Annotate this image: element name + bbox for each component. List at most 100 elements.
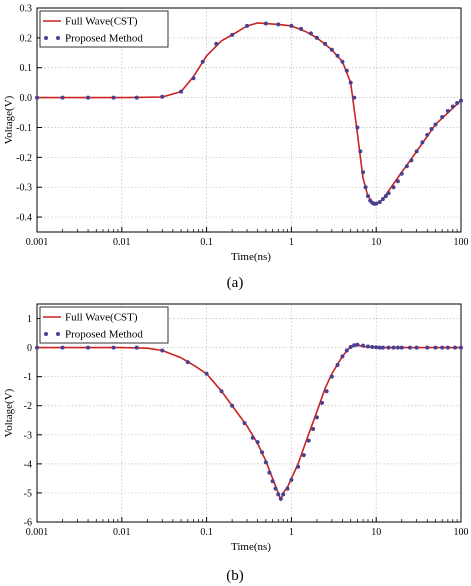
data-point	[344, 348, 349, 353]
y-tick-label: 1	[27, 314, 32, 325]
data-point	[276, 492, 281, 497]
x-tick-label: 100	[454, 237, 469, 248]
data-point	[311, 426, 316, 431]
data-point	[35, 95, 39, 100]
data-point	[219, 389, 224, 394]
plot-frame	[36, 7, 462, 233]
data-point	[324, 389, 329, 394]
x-tick-label: 0.001	[26, 527, 49, 538]
data-point	[273, 486, 278, 491]
data-point	[445, 345, 450, 350]
y-axis: 0.3 0.2 0.1 0.0 -0.1 -0.2 -0.3 -0.4 Voltage(V)	[3, 4, 42, 224]
data-point	[308, 31, 313, 36]
data-point	[263, 460, 268, 465]
data-point	[355, 125, 360, 130]
data-point	[391, 185, 396, 190]
series-proposed-method	[35, 21, 463, 206]
data-point	[425, 132, 430, 137]
data-point	[459, 345, 463, 350]
x-tick-label: 0.1	[200, 237, 213, 248]
data-point	[185, 360, 190, 365]
y-tick-label: 0	[27, 343, 32, 354]
y-tick-label: -6	[24, 518, 32, 529]
data-point	[276, 22, 281, 27]
x-tick-label: 100	[454, 527, 469, 538]
legend: Full Wave(CST) Proposed Method	[39, 10, 169, 48]
x-axis-label: Time(ns)	[231, 251, 271, 263]
panel-caption: (b)	[226, 568, 244, 584]
legend-box	[39, 10, 169, 48]
data-point	[335, 53, 340, 58]
x-tick-label: 10	[371, 237, 381, 248]
data-point	[306, 438, 311, 443]
data-point	[358, 149, 363, 154]
data-point	[289, 23, 294, 28]
data-point	[380, 345, 385, 350]
data-point	[242, 421, 247, 426]
data-point	[314, 415, 319, 420]
data-point	[160, 348, 165, 353]
panel-caption: (a)	[227, 275, 244, 291]
data-point	[420, 140, 425, 145]
data-point	[329, 47, 334, 52]
data-point	[329, 374, 334, 379]
series-proposed-method	[35, 342, 463, 501]
data-point	[433, 345, 438, 350]
data-point	[179, 89, 184, 94]
y-axis-label: Voltage(V)	[3, 95, 15, 144]
data-point	[352, 95, 357, 100]
data-point	[259, 450, 264, 455]
data-point	[299, 26, 304, 31]
data-point	[407, 345, 412, 350]
x-tick-label: 0.01	[113, 527, 131, 538]
data-point	[386, 345, 391, 350]
legend-label: Full Wave(CST)	[65, 312, 138, 324]
data-point	[365, 194, 370, 199]
y-tick-label: -0.1	[16, 123, 32, 134]
data-point	[374, 201, 379, 206]
data-point	[35, 345, 39, 350]
y-tick-label: 0.0	[20, 93, 33, 104]
data-point	[386, 191, 391, 196]
y-tick-label: 0.3	[20, 4, 33, 15]
x-tick-label: 1	[289, 527, 294, 538]
x-tick-label: 0.001	[26, 237, 49, 248]
legend-dot-swatch	[44, 332, 48, 336]
data-point	[399, 345, 404, 350]
data-point	[414, 149, 419, 154]
x-tick-label: 0.01	[113, 237, 131, 248]
data-point	[60, 345, 65, 350]
data-point	[134, 95, 139, 100]
data-point	[267, 470, 272, 475]
data-point	[383, 194, 388, 199]
data-point	[425, 345, 430, 350]
y-axis-label: Voltage(V)	[3, 388, 15, 437]
x-tick-label: 0.1	[200, 527, 213, 538]
data-point	[404, 164, 409, 169]
y-tick-label: -1	[24, 372, 32, 383]
data-point	[230, 32, 235, 37]
data-point	[111, 95, 116, 100]
data-point	[459, 98, 463, 103]
data-point	[370, 345, 375, 350]
y-tick-label: -3	[24, 430, 32, 441]
x-tick-label: 10	[371, 527, 381, 538]
data-point	[204, 371, 209, 376]
data-point	[365, 344, 370, 349]
data-point	[278, 496, 283, 501]
data-point	[344, 68, 349, 73]
data-point	[111, 345, 116, 350]
x-tick-label: 1	[289, 237, 294, 248]
data-point	[361, 170, 366, 175]
data-point	[335, 363, 340, 368]
data-point	[340, 59, 345, 64]
data-point	[374, 345, 379, 350]
legend-dot-swatch	[56, 332, 60, 336]
data-point	[263, 21, 268, 26]
data-point	[361, 343, 366, 348]
data-point	[380, 197, 385, 202]
legend-label: Proposed Method	[65, 329, 143, 341]
data-point	[285, 486, 290, 491]
y-tick-label: 0.1	[20, 63, 33, 74]
